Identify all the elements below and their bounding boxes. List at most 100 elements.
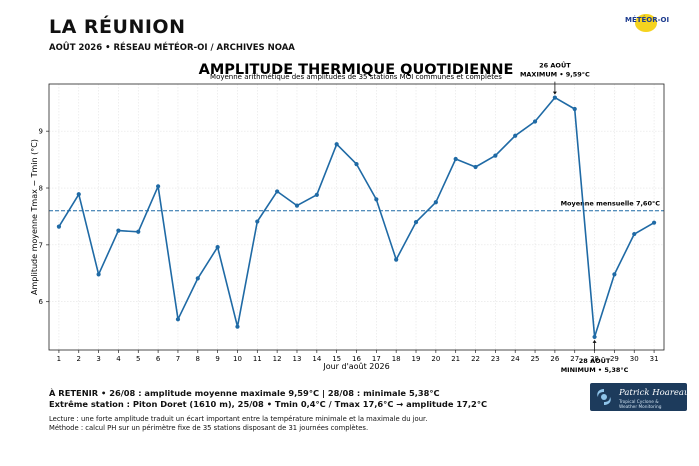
footer-note-1: Lecture : une forte amplitude traduit un… (49, 415, 428, 423)
x-tick-label: 19 (412, 355, 421, 363)
plot-frame (48, 83, 665, 351)
data-point (175, 317, 181, 322)
x-tick-label: 10 (233, 355, 242, 363)
data-point (532, 119, 538, 124)
x-axis-label: Jour d'août 2026 (322, 362, 389, 371)
data-point (76, 192, 81, 197)
x-tick-label: 14 (312, 355, 321, 363)
x-tick-label: 12 (273, 355, 282, 363)
data-point (96, 272, 101, 277)
x-tick-label: 9 (215, 355, 219, 363)
brand-tagline: Tropical Cyclone & Weather Monitoring (619, 400, 661, 410)
footer-line-2: Extrême station : Piton Doret (1610 m), … (49, 398, 488, 409)
brand-name: Patrick Hoareau (619, 388, 690, 398)
y-tick-label: 9 (39, 128, 43, 136)
x-tick-label: 30 (630, 355, 639, 363)
x-tick-label: 11 (253, 355, 262, 363)
footer-summary: À RETENIR • 26/08 : amplitude moyenne ma… (49, 388, 487, 409)
x-tick-label: 22 (471, 355, 480, 363)
footer-notes: Lecture : une forte amplitude traduit un… (49, 415, 427, 433)
x-tick-label: 27 (570, 355, 579, 363)
region-subtitle: AOÛT 2026 • RÉSEAU MÉTÉOR-OI / ARCHIVES … (49, 43, 295, 53)
data-point (632, 231, 637, 237)
y-tick-label: 8 (39, 185, 43, 193)
data-point (314, 192, 319, 197)
data-point (215, 245, 220, 250)
chart-subtitle: Moyenne arithmétique des amplitudes de 3… (210, 73, 502, 81)
data-point (413, 220, 419, 225)
x-tick-label: 18 (392, 355, 401, 363)
annotation-min-line1: 28 AOÛT (579, 356, 611, 365)
x-tick-label: 28 (590, 355, 599, 363)
data-point (453, 156, 458, 162)
data-point (592, 334, 597, 340)
mean-line-group: Moyenne mensuelle 7,60°C (49, 200, 664, 212)
mean-label: Moyenne mensuelle 7,60°C (561, 200, 661, 208)
data-point (354, 162, 359, 167)
x-tick-label: 7 (176, 355, 180, 363)
x-tick-label: 2 (77, 355, 81, 363)
data-point (275, 189, 280, 194)
x-tick-label: 4 (116, 355, 121, 363)
y-tick-label: 6 (39, 298, 44, 306)
x-tick-label: 16 (352, 355, 361, 363)
data-point (195, 276, 200, 281)
annotation-arrowhead (592, 339, 597, 343)
x-tick-label: 6 (156, 355, 161, 363)
data-point (493, 153, 498, 158)
x-tick-label: 26 (550, 355, 559, 363)
data-point (56, 224, 62, 229)
x-tick-label: 8 (196, 355, 200, 363)
data-point (374, 197, 379, 202)
x-tick-label: 5 (136, 355, 140, 363)
annotation-arrowhead (552, 91, 557, 95)
y-tick-label: 7 (39, 241, 43, 249)
data-point (473, 164, 478, 170)
meteor-oi-logo: MÉTÉOR-OI (625, 12, 669, 32)
x-tick-label: 3 (96, 355, 100, 363)
series-group (56, 95, 657, 340)
x-tick-label: 17 (372, 355, 381, 363)
data-point (513, 133, 518, 138)
cyclone-icon (597, 389, 611, 405)
x-tick-label: 24 (511, 355, 520, 363)
x-tick-label: 13 (293, 355, 302, 363)
data-point (394, 257, 399, 262)
data-point (552, 95, 557, 100)
grid (49, 84, 664, 350)
x-tick-label: 20 (431, 355, 440, 363)
data-point (294, 203, 300, 208)
y-axis-label: Amplitude moyenne Tmax − Tmin (°C) (30, 139, 39, 295)
data-point (651, 220, 657, 225)
data-point (612, 272, 617, 277)
data-point (433, 200, 438, 205)
chart-title: AMPLITUDE THERMIQUE QUOTIDIENNE (199, 62, 514, 78)
x-tick-label: 15 (332, 355, 341, 363)
x-tick-label: 29 (610, 355, 619, 363)
sun-icon (635, 14, 657, 32)
x-tick-label: 23 (491, 355, 500, 363)
logo-text: MÉTÉOR-OI (625, 16, 670, 24)
brand-tagline-1: Tropical Cyclone & (619, 400, 659, 405)
brand-badge: Patrick Hoareau Tropical Cyclone & Weath… (590, 383, 690, 411)
x-tick-label: 31 (650, 355, 659, 363)
x-tick-label: 21 (451, 355, 460, 363)
annotation-max-line1: 26 AOÛT (539, 61, 571, 70)
data-point (136, 229, 141, 234)
data-point (572, 106, 577, 112)
data-point (156, 184, 161, 189)
x-tick-label: 25 (531, 355, 540, 363)
annotation-min-line2: MINIMUM • 5,38°C (561, 366, 629, 374)
footer-line-1: À RETENIR • 26/08 : amplitude moyenne ma… (49, 388, 440, 398)
brand-tagline-2: Weather Monitoring (619, 405, 662, 410)
data-point (334, 142, 339, 147)
region-title: LA RÉUNION (49, 16, 186, 38)
x-tick-label: 1 (57, 355, 61, 363)
footer-note-2: Méthode : calcul PH sur un périmètre fix… (49, 424, 369, 432)
ticks-group: 1 2 3 4 5 6 7 8 9 10 11 12 13 14 15 16 17 18 19 20 21 22 23 24 2… (39, 128, 659, 363)
data-point (255, 219, 260, 224)
annotation-max-line2: MAXIMUM • 9,59°C (520, 71, 590, 79)
data-point (116, 228, 121, 233)
data-point (235, 324, 240, 329)
